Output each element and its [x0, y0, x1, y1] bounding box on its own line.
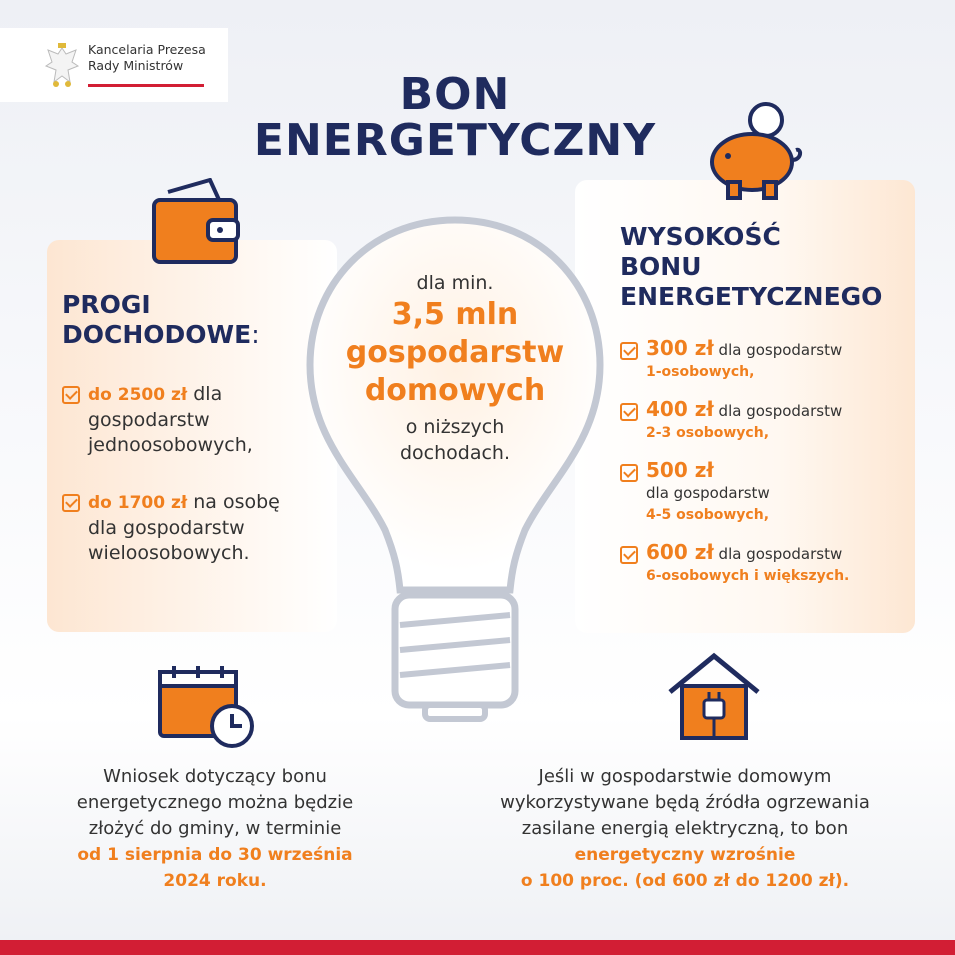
center-line3: gospodarstw	[345, 335, 565, 370]
list-item: 600 zł dla gospodarstw 6-osobowych i więk…	[620, 542, 910, 587]
kprm-logo: Kancelaria Prezesa Rady Ministrów	[0, 28, 228, 102]
income-threshold-heading: PROGI DOCHODOWE:	[62, 290, 260, 350]
heading-line2: BONU	[620, 252, 702, 281]
flag-stripe	[0, 940, 955, 955]
income-threshold-panel	[47, 240, 337, 632]
logo-text: Kancelaria Prezesa Rady Ministrów	[88, 42, 206, 74]
heading-line1: WYSOKOŚĆ	[620, 222, 781, 251]
center-line4: domowych	[364, 373, 546, 408]
bl-line3: złożyć do gminy, w terminie	[88, 818, 342, 839]
bl-line2: energetycznego można będzie	[76, 792, 354, 813]
bl-line4: od 1 sierpnia do 30 września	[77, 845, 353, 865]
item-amount: 600 zł	[646, 540, 714, 564]
br-line5: o 100 proc. (od 600 zł do 1200 zł).	[520, 871, 850, 891]
calendar-clock-icon	[158, 666, 254, 748]
center-line1: dla min.	[416, 272, 494, 294]
wallet-icon	[152, 178, 240, 264]
heading-line1: PROGI	[62, 290, 151, 319]
br-line2: wykorzystywane będą źródła ogrzewania	[500, 792, 870, 813]
title-line2: ENERGETYCZNY	[253, 115, 657, 166]
heading-line2: DOCHODOWE	[62, 320, 252, 349]
list-item: 500 zł dla gospodarstw 4-5 osobowych,	[620, 460, 910, 526]
application-info: Wniosek dotyczący bonu energetycznego mo…	[40, 764, 390, 894]
item-amount: do 2500 zł	[88, 385, 188, 405]
item-amount: 400 zł	[646, 397, 714, 421]
center-line2: 3,5 mln	[391, 297, 519, 332]
item-text: dla gospodarstw	[713, 545, 843, 563]
item-text: dla gospodarstw jednoosobowych,	[88, 383, 253, 456]
checkbox-icon	[62, 386, 80, 404]
item-text: dla gospodarstw	[646, 484, 770, 502]
br-line4: energetyczny wzrośnie	[574, 845, 796, 865]
bl-line1: Wniosek dotyczący bonu	[103, 766, 327, 787]
item-sub: 2-3 osobowych,	[646, 425, 770, 441]
center-line5: o niższych	[405, 416, 505, 438]
bl-line5: 2024 roku.	[163, 871, 267, 891]
logo-line1: Kancelaria Prezesa	[88, 42, 206, 57]
piggy-bank-icon	[710, 102, 803, 200]
eagle-emblem	[44, 43, 80, 87]
checkbox-icon	[62, 494, 80, 512]
title-line1: BON	[399, 69, 511, 120]
heading-colon: :	[251, 320, 260, 349]
item-text: dla gospodarstw	[713, 341, 843, 359]
item-amount: 500 zł	[646, 458, 714, 482]
logo-line2: Rady Ministrów	[88, 58, 184, 73]
item-text: na osobę dla gospodarstw wieloosobowych.	[88, 491, 280, 564]
item-sub: 1-osobowych,	[646, 364, 755, 380]
br-line3: zasilane energią elektryczną, to bon	[521, 818, 849, 839]
item-sub: 6-osobowych i większych.	[646, 568, 850, 584]
list-item: 300 zł dla gospodarstw 1-osobowych,	[620, 338, 910, 383]
item-amount: 300 zł	[646, 336, 714, 360]
page-title: BON ENERGETYCZNY	[200, 72, 710, 164]
bonus-list: 300 zł dla gospodarstw 1-osobowych, 400 z…	[620, 338, 910, 587]
house-plug-icon	[668, 652, 760, 740]
heading-line3: ENERGETYCZNEGO	[620, 282, 883, 311]
bonus-amount-heading: WYSOKOŚĆ BONU ENERGETYCZNEGO	[620, 222, 882, 312]
list-item: do 2500 zł dla gospodarstw jednoosobowyc…	[62, 382, 302, 458]
lightbulb-icon	[306, 216, 604, 722]
checkbox-icon	[620, 464, 638, 482]
list-item: 400 zł dla gospodarstw 2-3 osobowych,	[620, 399, 910, 444]
checkbox-icon	[620, 403, 638, 421]
checkbox-icon	[620, 546, 638, 564]
item-text: dla gospodarstw	[713, 402, 843, 420]
br-line1: Jeśli w gospodarstwie domowym	[538, 766, 832, 787]
electric-heating-info: Jeśli w gospodarstwie domowym wykorzysty…	[460, 764, 910, 894]
checkbox-icon	[620, 342, 638, 360]
logo-flag-bar	[88, 84, 204, 87]
item-amount: do 1700 zł	[88, 493, 188, 513]
center-line6: dochodach.	[399, 442, 511, 464]
list-item: do 1700 zł na osobę dla gospodarstw wiel…	[62, 490, 312, 566]
item-sub: 4-5 osobowych,	[646, 507, 770, 523]
center-text: dla min. 3,5 mln gospodarstw domowych o …	[300, 270, 610, 466]
